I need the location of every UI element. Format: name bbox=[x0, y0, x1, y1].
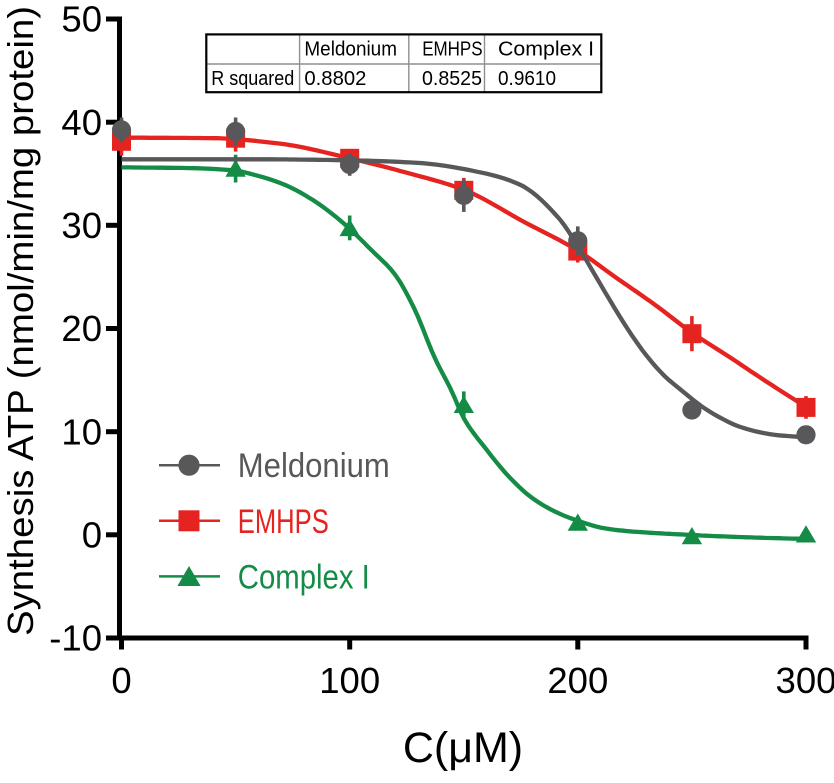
svg-text:EMHPS: EMHPS bbox=[422, 37, 482, 60]
svg-text:300: 300 bbox=[776, 660, 834, 701]
svg-text:50: 50 bbox=[61, 0, 102, 40]
svg-text:30: 30 bbox=[61, 205, 102, 246]
svg-text:-10: -10 bbox=[49, 618, 102, 659]
svg-text:0.8525: 0.8525 bbox=[422, 67, 482, 90]
svg-text:Meldonium: Meldonium bbox=[238, 447, 390, 485]
svg-text:Complex I: Complex I bbox=[238, 558, 370, 596]
svg-text:10: 10 bbox=[61, 411, 102, 452]
svg-text:100: 100 bbox=[319, 660, 380, 701]
svg-text:0: 0 bbox=[111, 660, 131, 701]
svg-text:Synthesis ATP (nmol/min/mg pro: Synthesis ATP (nmol/min/mg protein) bbox=[0, 6, 41, 636]
svg-text:Meldonium: Meldonium bbox=[304, 37, 397, 60]
svg-text:0: 0 bbox=[82, 514, 102, 555]
svg-text:0.9610: 0.9610 bbox=[498, 67, 556, 90]
svg-text:C(μM): C(μM) bbox=[403, 724, 523, 772]
svg-text:200: 200 bbox=[547, 660, 608, 701]
svg-text:20: 20 bbox=[61, 308, 102, 349]
svg-text:Complex I: Complex I bbox=[498, 37, 594, 60]
svg-text:EMHPS: EMHPS bbox=[238, 503, 329, 541]
svg-text:0.8802: 0.8802 bbox=[304, 67, 366, 90]
svg-text:R squared: R squared bbox=[211, 67, 294, 90]
svg-text:40: 40 bbox=[61, 102, 102, 143]
